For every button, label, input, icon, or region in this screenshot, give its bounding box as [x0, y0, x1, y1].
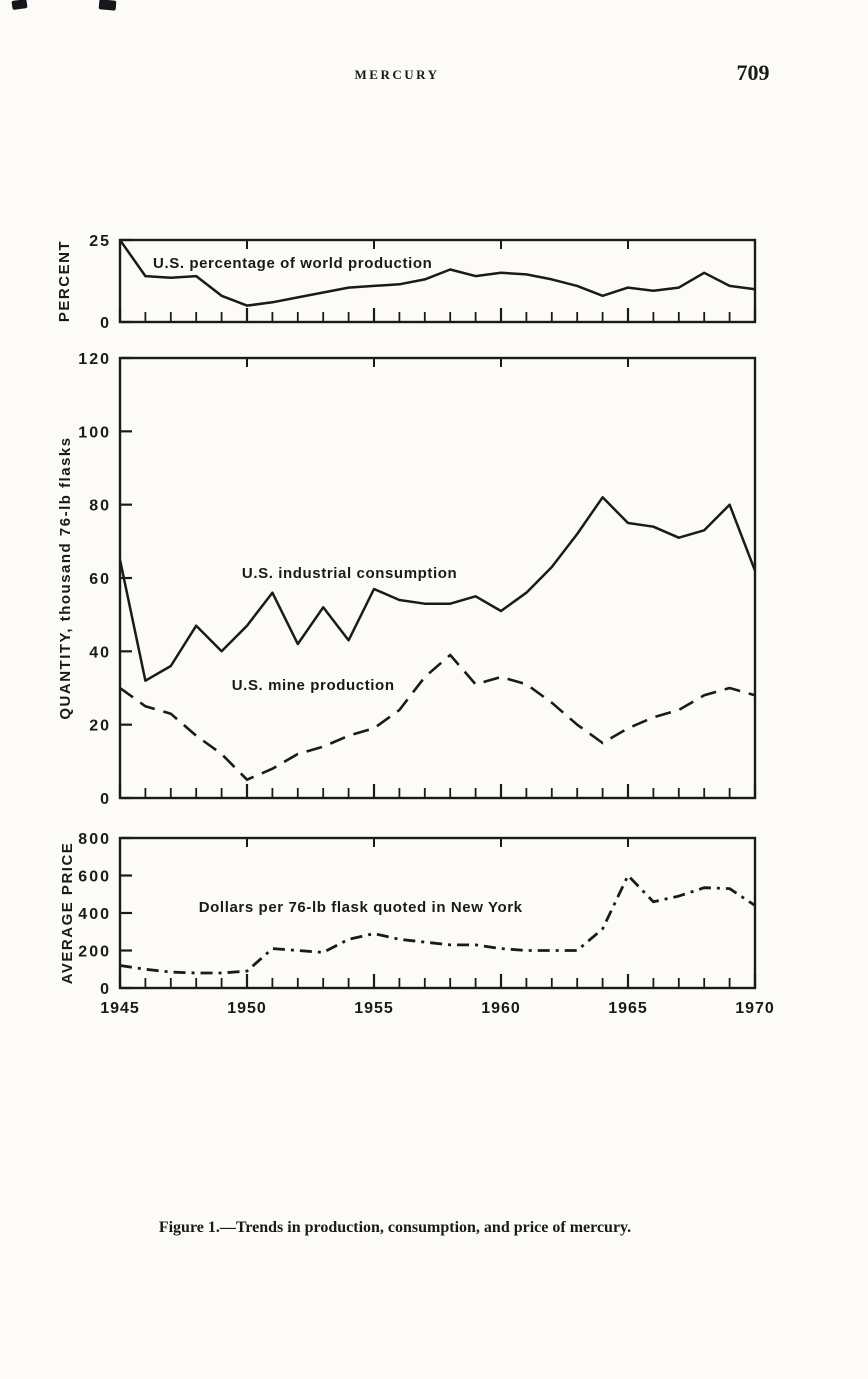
- y-tick-label-600: 600: [78, 869, 111, 886]
- y-axis-title-quantity: QUANTITY, thousand 76-lb flasks: [57, 436, 74, 719]
- running-head: MERCURY: [354, 67, 440, 82]
- y-tick-label-25: 25: [89, 233, 111, 250]
- y-tick-label-0: 0: [100, 315, 111, 332]
- y-tick-label-40: 40: [89, 644, 111, 661]
- y-tick-label-100: 100: [78, 424, 111, 441]
- x-tick-label-1950: 1950: [227, 1000, 267, 1017]
- y-tick-label-20: 20: [89, 718, 111, 735]
- x-tick-label-1955: 1955: [354, 1000, 394, 1017]
- series-label-u-s-industrial-consumption: U.S. industrial consumption: [242, 565, 457, 582]
- y-axis-title-percent: PERCENT: [56, 240, 73, 322]
- x-tick-label-1960: 1960: [481, 1000, 521, 1017]
- y-tick-label-400: 400: [78, 906, 111, 923]
- panel-frame-price: [118, 836, 757, 990]
- y-axis-title-price: AVERAGE PRICE: [59, 842, 76, 985]
- x-tick-label-1945: 1945: [100, 1000, 140, 1017]
- y-tick-label-0: 0: [100, 981, 111, 998]
- y-tick-label-120: 120: [78, 351, 111, 368]
- y-tick-label-80: 80: [89, 498, 111, 515]
- series-line-u-s-mine-production: [119, 653, 756, 782]
- series-line-u-s-percentage-of-world-production: [118, 239, 756, 307]
- x-tick-label-1970: 1970: [735, 1000, 775, 1017]
- panel-frame-quantity: [118, 356, 757, 800]
- x-tick-label-1965: 1965: [608, 1000, 648, 1017]
- page-number: 709: [736, 60, 770, 85]
- series-line-u-s-industrial-consumption: [118, 496, 757, 682]
- y-tick-label-0: 0: [100, 791, 111, 808]
- series-label-dollars-per-76-lb-flask-quoted-in-new-york: Dollars per 76-lb flask quoted in New Yo…: [199, 899, 523, 916]
- y-tick-label-800: 800: [78, 831, 111, 848]
- series-label-u-s-percentage-of-world-production: U.S. percentage of world production: [153, 255, 432, 272]
- y-tick-label-60: 60: [89, 571, 111, 588]
- panel-frame-percent: [118, 238, 757, 324]
- series-line-dollars-per-76-lb-flask-quoted-in-new-york: [119, 874, 756, 975]
- figure-caption: Figure 1.—Trends in production, consumpt…: [158, 1219, 632, 1236]
- y-tick-label-200: 200: [78, 944, 111, 961]
- series-label-u-s-mine-production: U.S. mine production: [232, 677, 395, 694]
